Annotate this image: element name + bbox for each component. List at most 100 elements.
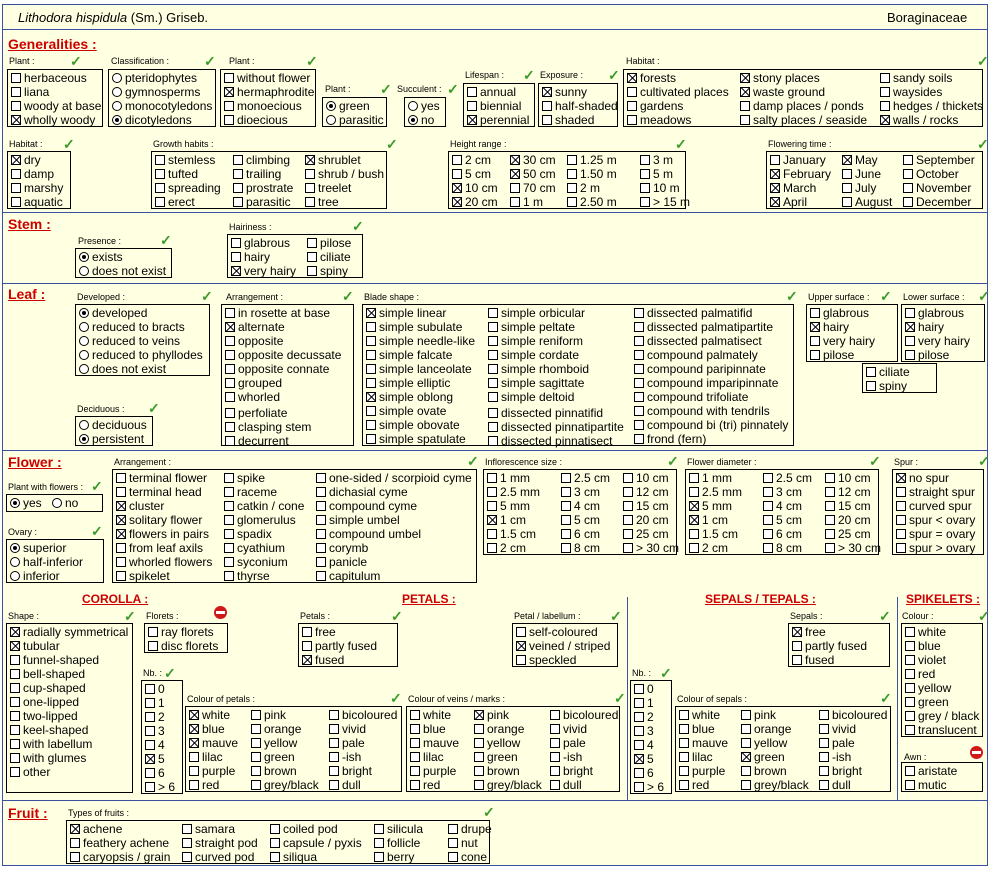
checkbox[interactable] [224, 543, 234, 553]
checkbox[interactable] [561, 501, 571, 511]
checkbox[interactable] [251, 780, 261, 790]
checkbox[interactable] [410, 738, 420, 748]
checkbox[interactable] [11, 155, 21, 165]
checkbox[interactable] [467, 101, 477, 111]
checkbox[interactable] [474, 766, 484, 776]
checkbox[interactable] [819, 738, 829, 748]
checkbox[interactable] [640, 169, 650, 179]
checkbox[interactable] [510, 169, 520, 179]
checkbox[interactable] [410, 710, 420, 720]
checkbox[interactable] [251, 710, 261, 720]
checkbox[interactable] [10, 739, 20, 749]
checkbox[interactable] [634, 350, 644, 360]
radio-button[interactable] [52, 498, 62, 508]
radio-button[interactable] [79, 336, 89, 346]
checkbox[interactable] [488, 392, 498, 402]
radio-button[interactable] [79, 434, 89, 444]
checkbox[interactable] [763, 543, 773, 553]
checkbox[interactable] [510, 155, 520, 165]
checkbox[interactable] [640, 155, 650, 165]
checkbox[interactable] [366, 308, 376, 318]
radio-button[interactable] [112, 73, 122, 83]
checkbox[interactable] [189, 724, 199, 734]
checkbox[interactable] [366, 364, 376, 374]
checkbox[interactable] [825, 487, 835, 497]
checkbox[interactable] [316, 529, 326, 539]
checkbox[interactable] [70, 852, 80, 862]
checkbox[interactable] [487, 529, 497, 539]
checkbox[interactable] [270, 838, 280, 848]
checkbox[interactable] [634, 712, 644, 722]
checkbox[interactable] [452, 183, 462, 193]
checkbox[interactable] [307, 266, 317, 276]
checkbox[interactable] [634, 322, 644, 332]
checkbox[interactable] [10, 767, 20, 777]
radio-button[interactable] [79, 266, 89, 276]
checkbox[interactable] [145, 782, 155, 792]
checkbox[interactable] [10, 725, 20, 735]
checkbox[interactable] [329, 766, 339, 776]
checkbox[interactable] [634, 740, 644, 750]
radio-button[interactable] [79, 350, 89, 360]
checkbox[interactable] [189, 710, 199, 720]
checkbox[interactable] [903, 155, 913, 165]
checkbox[interactable] [224, 501, 234, 511]
checkbox[interactable] [374, 838, 384, 848]
checkbox[interactable] [307, 238, 317, 248]
checkbox[interactable] [231, 252, 241, 262]
checkbox[interactable] [366, 322, 376, 332]
checkbox[interactable] [189, 752, 199, 762]
radio-button[interactable] [10, 498, 20, 508]
checkbox[interactable] [810, 322, 820, 332]
checkbox[interactable] [225, 308, 235, 318]
checkbox[interactable] [561, 487, 571, 497]
checkbox[interactable] [510, 183, 520, 193]
checkbox[interactable] [567, 169, 577, 179]
checkbox[interactable] [896, 501, 906, 511]
checkbox[interactable] [10, 697, 20, 707]
checkbox[interactable] [116, 571, 126, 581]
checkbox[interactable] [542, 115, 552, 125]
checkbox[interactable] [251, 766, 261, 776]
checkbox[interactable] [148, 627, 158, 637]
checkbox[interactable] [550, 780, 560, 790]
checkbox[interactable] [903, 197, 913, 207]
radio-button[interactable] [79, 308, 89, 318]
checkbox[interactable] [905, 641, 915, 651]
checkbox[interactable] [623, 515, 633, 525]
checkbox[interactable] [487, 501, 497, 511]
checkbox[interactable] [329, 780, 339, 790]
checkbox[interactable] [474, 738, 484, 748]
checkbox[interactable] [792, 641, 802, 651]
checkbox[interactable] [488, 322, 498, 332]
checkbox[interactable] [145, 768, 155, 778]
checkbox[interactable] [740, 101, 750, 111]
checkbox[interactable] [488, 350, 498, 360]
checkbox[interactable] [810, 350, 820, 360]
checkbox[interactable] [224, 115, 234, 125]
checkbox[interactable] [770, 183, 780, 193]
checkbox[interactable] [316, 515, 326, 525]
checkbox[interactable] [689, 543, 699, 553]
checkbox[interactable] [905, 322, 915, 332]
checkbox[interactable] [679, 752, 689, 762]
checkbox[interactable] [550, 766, 560, 776]
checkbox[interactable] [225, 378, 235, 388]
checkbox[interactable] [792, 627, 802, 637]
checkbox[interactable] [488, 436, 498, 446]
checkbox[interactable] [689, 501, 699, 511]
checkbox[interactable] [561, 543, 571, 553]
checkbox[interactable] [70, 838, 80, 848]
checkbox[interactable] [302, 655, 312, 665]
checkbox[interactable] [825, 529, 835, 539]
checkbox[interactable] [866, 367, 876, 377]
checkbox[interactable] [231, 238, 241, 248]
checkbox[interactable] [116, 487, 126, 497]
checkbox[interactable] [366, 392, 376, 402]
checkbox[interactable] [488, 378, 498, 388]
checkbox[interactable] [679, 780, 689, 790]
checkbox[interactable] [679, 766, 689, 776]
checkbox[interactable] [225, 422, 235, 432]
checkbox[interactable] [329, 724, 339, 734]
checkbox[interactable] [233, 155, 243, 165]
